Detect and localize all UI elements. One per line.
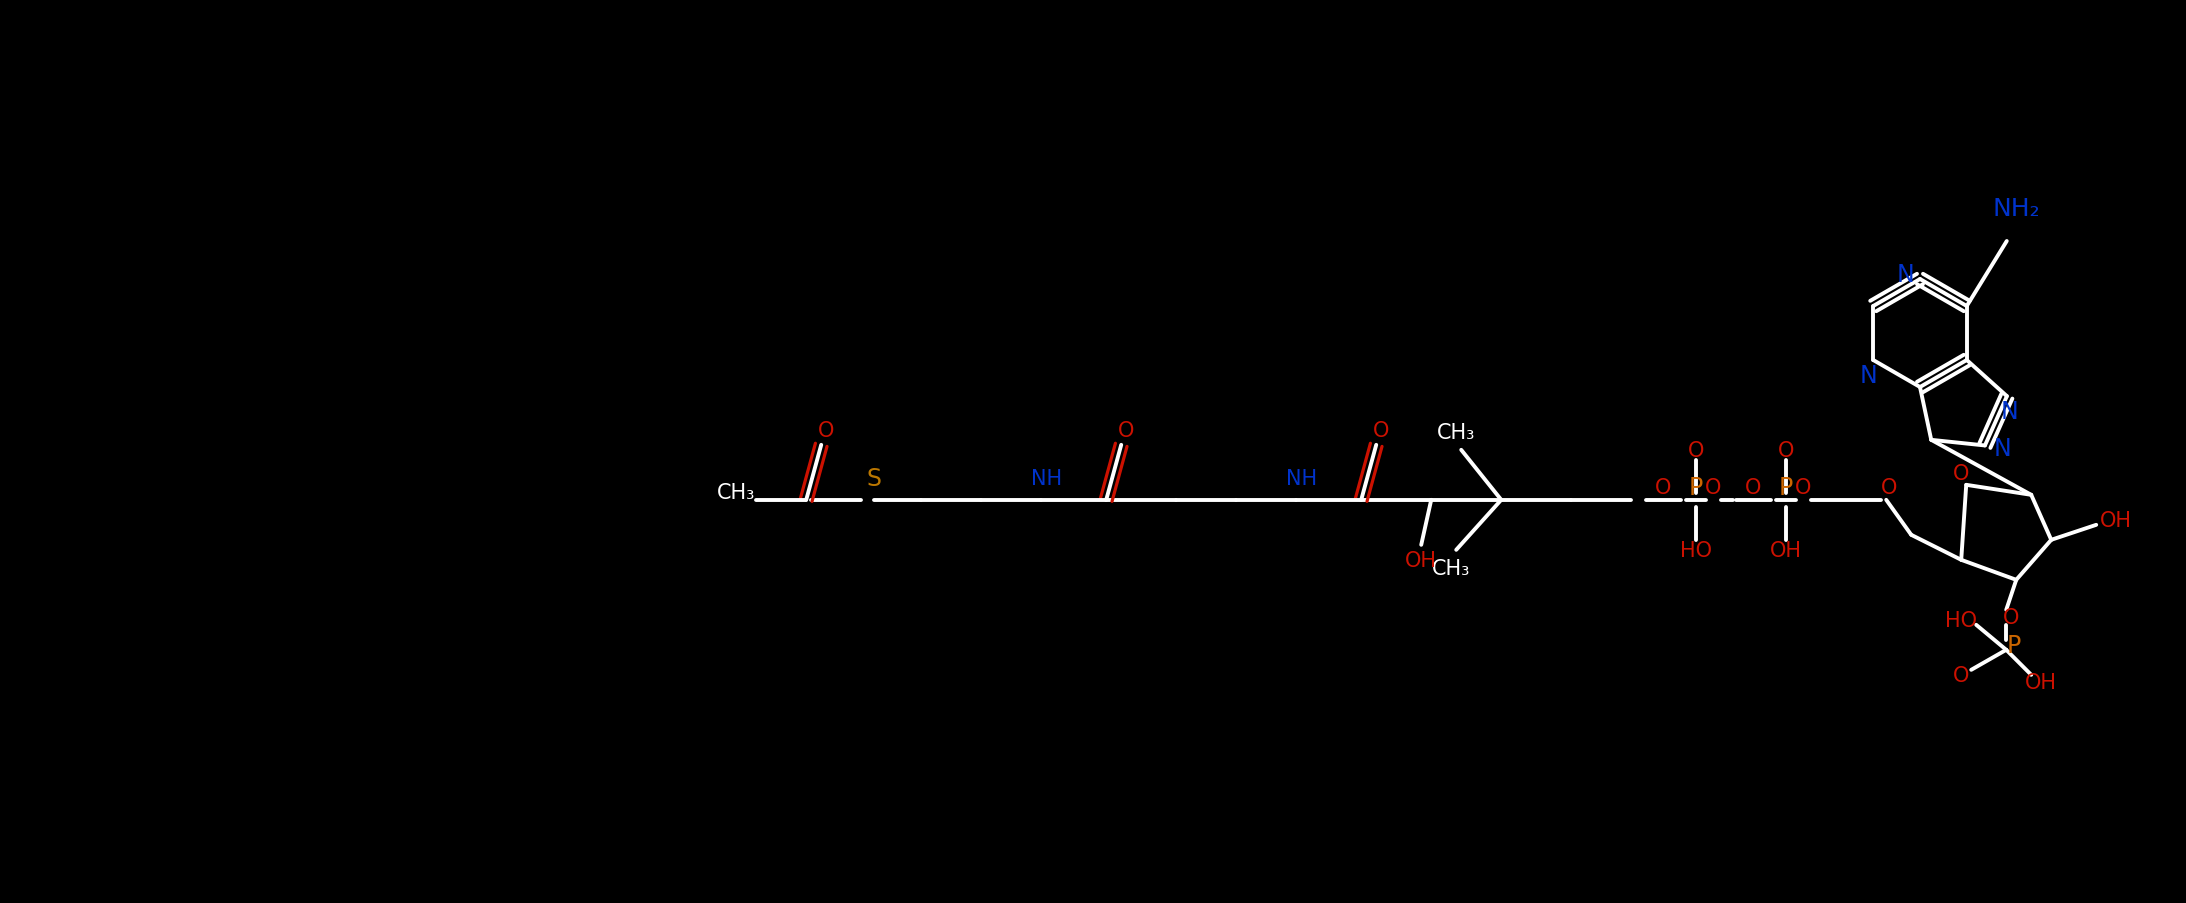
Text: O: O: [1952, 463, 1970, 483]
Text: O: O: [1705, 478, 1720, 498]
Text: CH₃: CH₃: [1432, 558, 1471, 578]
Text: O: O: [1744, 478, 1762, 498]
Text: N: N: [1860, 364, 1878, 387]
Text: N: N: [1994, 437, 2011, 461]
Text: O: O: [1880, 478, 1897, 498]
Text: P: P: [2007, 633, 2022, 657]
Text: CH₃: CH₃: [717, 482, 756, 502]
Text: OH: OH: [2024, 672, 2057, 692]
Text: HO: HO: [1681, 540, 1712, 560]
Text: OH: OH: [1406, 550, 1436, 570]
Text: O: O: [1688, 441, 1705, 461]
Text: O: O: [1655, 478, 1672, 498]
Text: O: O: [1373, 421, 1390, 441]
Text: O: O: [1795, 478, 1812, 498]
Text: NH: NH: [1285, 469, 1316, 489]
Text: O: O: [1777, 441, 1795, 461]
Text: NH: NH: [1030, 469, 1062, 489]
Text: NH₂: NH₂: [1994, 197, 2040, 220]
Text: O: O: [2002, 607, 2020, 627]
Text: OH: OH: [1771, 540, 1801, 560]
Text: P: P: [1779, 475, 1793, 499]
Text: CH₃: CH₃: [1436, 423, 1476, 442]
Text: OH: OH: [2101, 510, 2131, 530]
Text: N: N: [1895, 263, 1915, 286]
Text: O: O: [1117, 421, 1135, 441]
Text: HO: HO: [1946, 610, 1976, 630]
Text: O: O: [818, 421, 835, 441]
Text: O: O: [1952, 666, 1970, 685]
Text: P: P: [1690, 475, 1703, 499]
Text: S: S: [866, 466, 881, 490]
Text: N: N: [2000, 400, 2018, 424]
